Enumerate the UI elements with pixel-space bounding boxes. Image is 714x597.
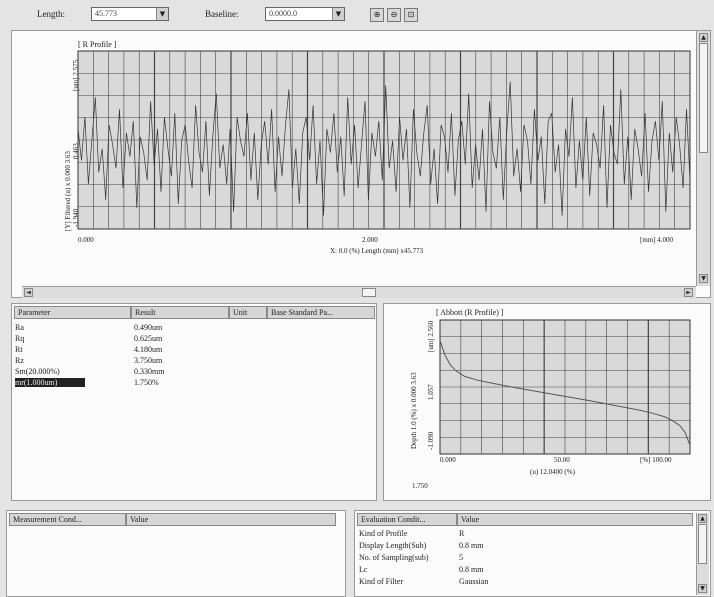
length-value: 45.773: [95, 9, 117, 18]
profile-x-tick-start: 0.000: [78, 236, 94, 244]
zoom-in-icon[interactable]: ⊕: [370, 8, 384, 22]
evaluation-condition-table: Evaluation Condit... Value Kind of Profi…: [354, 510, 711, 597]
profile-y-tick-bottom: -1.940: [72, 208, 80, 227]
profile-x-tick-end: [mm] 4.000: [640, 236, 674, 244]
abbott-chart-title: [ Abbott (R Profile) ]: [436, 308, 504, 317]
scroll-down-icon[interactable]: ▼: [698, 584, 707, 593]
length-label: Length:: [37, 9, 65, 19]
abbott-x-axis-label: (u) 12.0400 (%): [530, 468, 575, 476]
param-header-unit[interactable]: Unit: [229, 306, 267, 319]
baseline-value: 0.0000.0: [269, 9, 297, 18]
scroll-up-icon[interactable]: ▲: [698, 514, 707, 523]
zoom-fit-icon[interactable]: ⊡: [404, 8, 418, 22]
zoom-out-icon[interactable]: ⊖: [387, 8, 401, 22]
table-row[interactable]: Display Length(Sub): [359, 541, 427, 550]
profile-x-tick-mid: 2.000: [362, 236, 378, 244]
table-cell: 0.8 mm: [459, 565, 484, 574]
scroll-thumb[interactable]: [362, 288, 376, 297]
param-header-parameter[interactable]: Parameter: [14, 306, 131, 319]
chevron-down-icon[interactable]: ▼: [332, 8, 344, 20]
profile-y-tick-top: [um] 2.575: [72, 59, 80, 91]
abbott-x-tick-mid: 50.00: [554, 456, 570, 464]
measure-header-condition[interactable]: Measurement Cond...: [9, 513, 126, 526]
scroll-down-icon[interactable]: ▼: [699, 274, 708, 283]
parameter-table: Parameter Result Unit Base Standard Pa..…: [11, 303, 377, 501]
scroll-thumb[interactable]: [699, 43, 708, 153]
table-cell: 4.180um: [134, 345, 163, 354]
abbott-y-tick-top: [um] 2.560: [427, 320, 435, 352]
profile-vertical-scrollbar[interactable]: ▲ ▼: [696, 31, 710, 286]
profile-chart-title: [ R Profile ]: [78, 40, 117, 49]
chevron-down-icon[interactable]: ▼: [156, 8, 168, 20]
table-row[interactable]: Rt: [15, 345, 23, 354]
scroll-left-icon[interactable]: ◄: [24, 288, 33, 297]
table-cell: 1.750%: [134, 378, 159, 387]
table-row[interactable]: Rz: [15, 356, 24, 365]
abbott-x-tick-end: [%] 100.00: [640, 456, 672, 464]
table-cell: 0.8 mm: [459, 541, 484, 550]
table-row[interactable]: Sm(20.000%): [15, 367, 60, 376]
abbott-chart: [439, 319, 691, 455]
table-cell: Gaussian: [459, 577, 489, 586]
eval-header-value[interactable]: Value: [457, 513, 693, 526]
abbott-footer-value: 1.750: [412, 482, 428, 490]
abbott-y-tick-bottom: -1.090: [427, 431, 435, 450]
table-row[interactable]: Kind of Profile: [359, 529, 408, 538]
table-row[interactable]: Kind of Filter: [359, 577, 403, 586]
table-row[interactable]: Ra: [15, 323, 24, 332]
table-cell: R: [459, 529, 465, 538]
table-row[interactable]: No. of Sampling(sub): [359, 553, 429, 562]
abbott-panel: [ Abbott (R Profile) ] Depth 1.0 (%) x 0…: [383, 303, 711, 501]
abbott-x-tick-start: 0.000: [440, 456, 456, 464]
toolbar: Length: 45.773 ▼ Baseline: 0.0000.0 ▼ ⊕ …: [0, 0, 714, 30]
profile-y-axis-label: [Y] Filtered (u) x 0.000 3.63: [64, 151, 72, 231]
length-select[interactable]: 45.773 ▼: [91, 7, 169, 21]
scroll-up-icon[interactable]: ▲: [699, 33, 708, 42]
profile-chart: [77, 50, 691, 230]
param-header-base-standard[interactable]: Base Standard Pa...: [267, 306, 375, 319]
table-row[interactable]: Lc: [359, 565, 368, 574]
eval-vertical-scrollbar[interactable]: ▲ ▼: [696, 513, 709, 595]
profile-horizontal-scrollbar[interactable]: ◄ ►: [22, 286, 696, 298]
table-row-selected[interactable]: mr(1.000um): [15, 378, 85, 387]
measurement-condition-table: Measurement Cond... Value: [6, 510, 346, 597]
scroll-thumb[interactable]: [698, 524, 707, 564]
table-row[interactable]: Rq: [15, 334, 25, 343]
profile-panel: [ R Profile ] [Y] Filtered (u) x 0.000 3…: [11, 30, 711, 298]
scroll-right-icon[interactable]: ►: [684, 288, 693, 297]
abbott-y-tick-mid: 1.057: [427, 384, 435, 400]
table-cell: 3.750um: [134, 356, 163, 365]
table-cell: 0.625um: [134, 334, 163, 343]
table-cell: 0.490um: [134, 323, 163, 332]
profile-y-tick-mid: 0.463: [72, 143, 80, 159]
baseline-label: Baseline:: [205, 9, 239, 19]
table-cell: 5: [459, 553, 463, 562]
baseline-select[interactable]: 0.0000.0 ▼: [265, 7, 345, 21]
measure-header-value[interactable]: Value: [126, 513, 336, 526]
abbott-series-line: [439, 340, 691, 446]
profile-series-line: [77, 81, 691, 216]
profile-x-axis-label: X: 0.0 (%) Length (mm) x45.773: [330, 247, 424, 255]
abbott-y-axis-label: Depth 1.0 (%) x 0.000 3.63: [410, 372, 418, 449]
eval-header-condition[interactable]: Evaluation Condit...: [357, 513, 457, 526]
table-cell: 0.330mm: [134, 367, 165, 376]
param-header-result[interactable]: Result: [131, 306, 229, 319]
